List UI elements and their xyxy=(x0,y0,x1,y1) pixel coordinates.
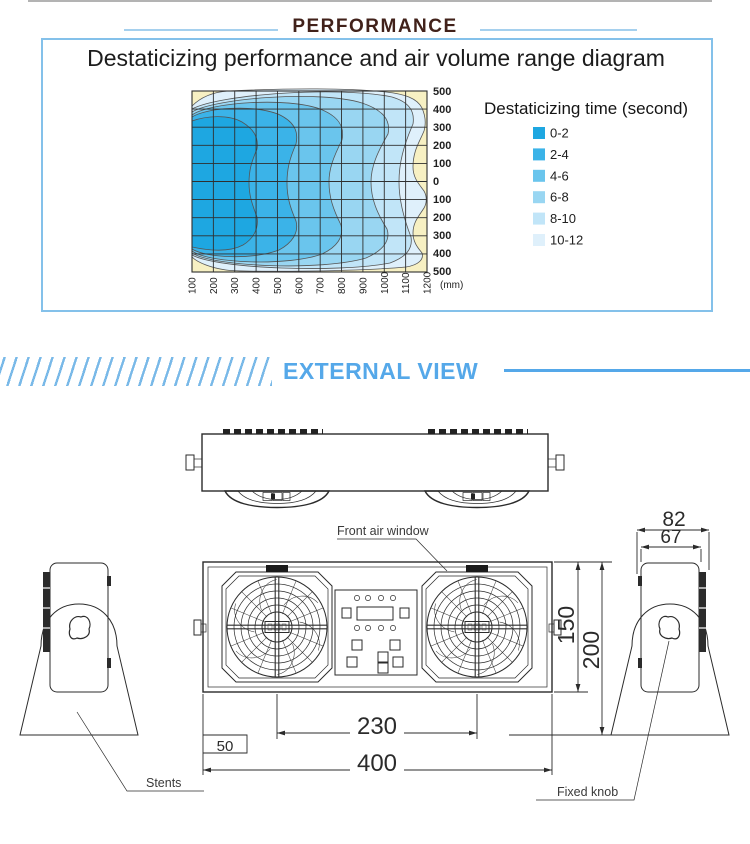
dim-fan-spacing: 230 xyxy=(357,713,397,740)
chart-legend: Destaticizing time (second) 0-2 2-4 4-6 … xyxy=(484,99,688,248)
legend-label: 0-2 xyxy=(550,126,569,141)
legend-label: 10-12 xyxy=(550,233,583,248)
diagram-title: Destaticizing performance and air volume… xyxy=(87,45,665,71)
legend-swatch xyxy=(533,234,545,246)
y-tick: 300 xyxy=(433,230,451,242)
y-tick: 500 xyxy=(433,266,451,278)
y-tick: 300 xyxy=(433,122,451,134)
contour-bands xyxy=(191,88,427,272)
x-tick: 400 xyxy=(252,277,263,294)
x-tick: 700 xyxy=(316,277,327,294)
dim-overall-height: 200 xyxy=(578,631,604,669)
stents-label: Stents xyxy=(146,776,181,790)
external-view-section-title: EXTERNAL VIEW xyxy=(283,358,479,384)
legend-label: 6-8 xyxy=(550,190,569,205)
x-tick: 600 xyxy=(294,277,305,294)
x-tick: 800 xyxy=(337,277,348,294)
thumb-screw-left xyxy=(185,454,203,471)
dimension-lines: 230 50 400 150 200 82 67 xyxy=(202,508,710,777)
front-air-window-label: Front air window xyxy=(337,524,430,538)
dim-side-offset: 50 xyxy=(217,738,234,755)
page-top-edge xyxy=(28,0,712,2)
thumb-screw-right xyxy=(548,619,562,636)
band-0-2 xyxy=(191,116,258,251)
y-tick: 0 xyxy=(433,176,439,188)
legend-swatch xyxy=(533,212,545,225)
fan-dome-left xyxy=(224,490,330,509)
legend-label: 4-6 xyxy=(550,168,569,183)
legend-swatch xyxy=(533,127,545,139)
dim-overall-depth: 82 xyxy=(662,508,685,531)
y-tick: 400 xyxy=(433,104,451,116)
y-axis-ticks: 500 400 300 200 100 0 100 200 300 400 50… xyxy=(433,86,451,278)
x-axis-ticks: 100 200 300 400 500 600 700 800 900 1000… xyxy=(188,271,464,294)
x-tick: 1200 xyxy=(423,271,434,294)
legend-swatch xyxy=(533,148,545,161)
x-tick: 300 xyxy=(230,277,241,294)
y-tick: 200 xyxy=(433,140,451,152)
legend-swatch xyxy=(533,191,545,204)
performance-section-title: PERFORMANCE xyxy=(292,16,458,37)
dim-body-height: 150 xyxy=(553,606,579,644)
y-tick: 400 xyxy=(433,248,451,260)
destaticizing-contour-chart: 500 400 300 200 100 0 100 200 300 400 50… xyxy=(188,86,689,294)
dim-overall-width: 400 xyxy=(357,750,397,777)
fan-dome-right xyxy=(424,490,530,509)
y-tick: 100 xyxy=(433,158,451,170)
legend-label: 2-4 xyxy=(550,147,569,162)
title-rule-left xyxy=(124,29,278,31)
legend-label: 8-10 xyxy=(550,211,576,226)
y-tick: 100 xyxy=(433,194,451,206)
thumb-screw-left xyxy=(193,619,207,636)
external-view-drawing: 230 50 400 150 200 82 67 Front air windo… xyxy=(19,429,730,801)
x-tick: 900 xyxy=(358,277,369,294)
x-tick: 200 xyxy=(209,277,220,294)
callouts: Front air window Stents Fixed knob xyxy=(76,524,670,801)
control-panel xyxy=(334,589,418,676)
x-tick: 100 xyxy=(188,277,199,294)
thumb-screw-right xyxy=(547,454,565,471)
external-view-rule xyxy=(504,369,750,372)
dim-body-depth: 67 xyxy=(660,527,681,548)
fan-right xyxy=(421,564,533,683)
right-side-view xyxy=(610,562,730,736)
fan-left xyxy=(221,564,333,683)
fixed-knob-label: Fixed knob xyxy=(557,785,618,799)
x-axis-unit: (mm) xyxy=(440,280,463,291)
x-tick: 1000 xyxy=(380,271,391,294)
legend-swatch xyxy=(533,169,545,182)
left-side-view xyxy=(19,562,139,736)
y-tick: 500 xyxy=(433,86,451,98)
x-tick: 1100 xyxy=(401,272,412,294)
y-tick: 200 xyxy=(433,212,451,224)
top-view xyxy=(185,429,565,509)
title-rule-right xyxy=(480,29,637,31)
x-tick: 500 xyxy=(273,277,284,294)
grid-lines xyxy=(191,90,428,273)
front-view xyxy=(193,561,562,693)
legend-title: Destaticizing time (second) xyxy=(484,99,688,118)
hatch-decoration xyxy=(0,357,272,386)
